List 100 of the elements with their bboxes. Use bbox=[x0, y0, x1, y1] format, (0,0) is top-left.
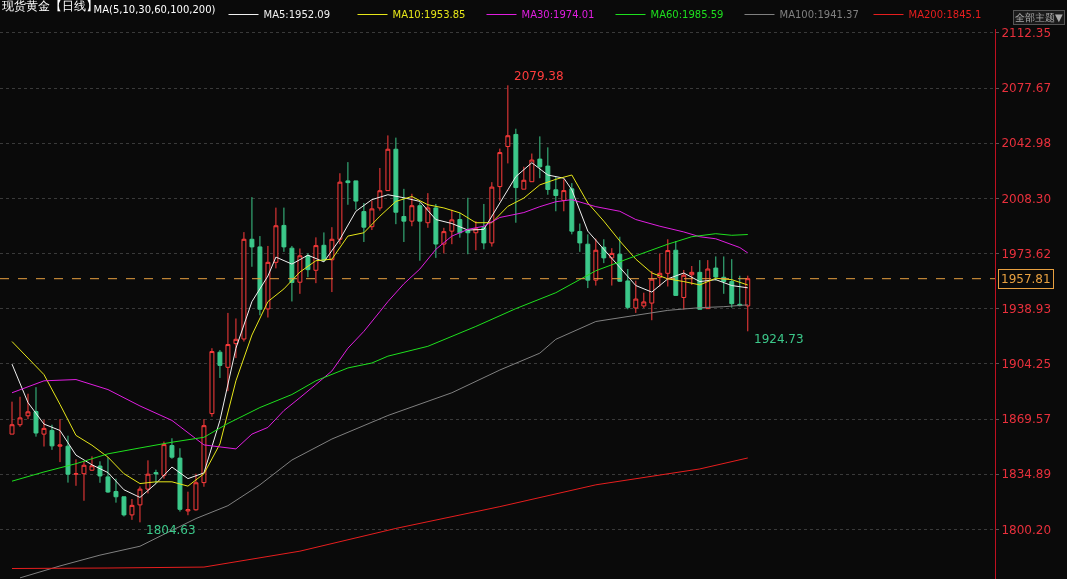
candlestick bbox=[225, 312, 231, 392]
candlestick bbox=[241, 231, 247, 343]
candlestick bbox=[313, 236, 319, 284]
line-series bbox=[19, 304, 749, 579]
candlestick bbox=[689, 265, 695, 286]
candlestick bbox=[137, 485, 143, 523]
candlestick bbox=[641, 292, 647, 309]
candlestick bbox=[105, 456, 111, 494]
candlestick bbox=[481, 203, 487, 250]
candlestick bbox=[121, 496, 127, 517]
candlestick bbox=[665, 238, 671, 287]
y-tick-label: 1834.89 bbox=[1001, 467, 1052, 482]
y-tick-label: 1938.93 bbox=[1001, 301, 1052, 316]
candlestick bbox=[113, 478, 119, 504]
candlestick bbox=[345, 161, 351, 206]
candlestick bbox=[185, 491, 191, 516]
y-tick-label: 2077.67 bbox=[1001, 81, 1052, 96]
candlestick bbox=[633, 280, 639, 314]
candlestick bbox=[529, 153, 535, 183]
candlestick bbox=[441, 227, 447, 254]
y-tick-label: 1973.62 bbox=[1001, 246, 1052, 261]
candlestick bbox=[489, 181, 495, 248]
ref-line-label: 1957.81 bbox=[1001, 272, 1051, 286]
candlestick bbox=[681, 269, 687, 311]
candlestick bbox=[425, 192, 431, 229]
candlestick bbox=[65, 435, 71, 484]
candlestick bbox=[401, 188, 407, 243]
candlestick bbox=[81, 460, 87, 502]
legend-label: MA100:1941.37 bbox=[779, 9, 859, 21]
line-series bbox=[11, 457, 749, 569]
candlestick bbox=[17, 396, 23, 428]
candlestick bbox=[273, 207, 279, 269]
line-series bbox=[11, 233, 749, 482]
candlestick bbox=[417, 201, 423, 262]
legend-label: MA200:1845.1 bbox=[908, 9, 982, 21]
candlestick bbox=[89, 455, 95, 472]
candlestick bbox=[353, 180, 359, 211]
candlestick bbox=[377, 167, 383, 212]
candlestick bbox=[537, 135, 543, 179]
candlestick bbox=[73, 458, 79, 487]
legend-title: MA(5,10,30,60,100,200) bbox=[93, 4, 216, 15]
candlestick bbox=[393, 137, 399, 225]
candlestick bbox=[369, 199, 375, 231]
candlestick bbox=[713, 255, 719, 282]
candlestick bbox=[177, 447, 183, 513]
candlestick bbox=[409, 193, 415, 227]
candlestick bbox=[281, 207, 287, 253]
candlestick bbox=[729, 258, 735, 309]
candlestick bbox=[9, 401, 15, 435]
candlestick bbox=[49, 424, 55, 451]
candlestick bbox=[209, 347, 215, 418]
legend-label: MA60:1985.59 bbox=[650, 9, 724, 21]
candlestick bbox=[193, 473, 199, 512]
candlestick bbox=[473, 220, 479, 251]
annotation: 2079.38 bbox=[514, 69, 564, 83]
y-tick-label: 2042.98 bbox=[1001, 136, 1052, 151]
candlestick bbox=[649, 270, 655, 321]
candlestick bbox=[297, 247, 303, 295]
line-series bbox=[11, 199, 749, 450]
candlestick bbox=[449, 209, 455, 245]
candlestick bbox=[433, 203, 439, 259]
candlestick bbox=[361, 202, 367, 243]
legend-label: MA30:1974.01 bbox=[521, 9, 595, 21]
candlestick bbox=[25, 393, 31, 420]
candlestick bbox=[57, 418, 63, 463]
candlestick bbox=[561, 178, 567, 212]
candlestick bbox=[169, 437, 175, 460]
candlestick bbox=[233, 317, 239, 359]
candlestick bbox=[321, 231, 327, 263]
candlestick bbox=[609, 247, 615, 287]
candlestick bbox=[129, 498, 135, 521]
y-tick-label: 2112.35 bbox=[1001, 26, 1052, 41]
y-tick-label: 2008.30 bbox=[1001, 191, 1052, 206]
text: 全部主题▼ bbox=[1015, 12, 1063, 23]
y-tick-label: 1869.57 bbox=[1001, 412, 1052, 427]
candlestick bbox=[745, 275, 751, 332]
candlestick bbox=[497, 148, 503, 202]
candlestick bbox=[385, 134, 391, 192]
annotation: 1804.63 bbox=[146, 523, 196, 537]
candlestick bbox=[249, 196, 255, 268]
candlestick bbox=[553, 176, 559, 212]
legend-label: MA10:1953.85 bbox=[392, 9, 466, 21]
candlestick bbox=[737, 275, 743, 307]
candlestick bbox=[593, 238, 599, 287]
candlestick bbox=[257, 235, 263, 316]
candlestick bbox=[337, 172, 343, 245]
candlestick bbox=[697, 259, 703, 310]
candlestick bbox=[569, 182, 575, 235]
candlestick bbox=[521, 166, 527, 190]
candlestick bbox=[465, 197, 471, 255]
candlestick bbox=[577, 223, 583, 253]
y-tick-label: 1800.20 bbox=[1001, 522, 1052, 537]
candlestick bbox=[585, 233, 591, 289]
candlestick bbox=[265, 245, 271, 319]
candlestick bbox=[41, 419, 47, 448]
candlestick bbox=[145, 459, 151, 494]
legend-label: MA5:1952.09 bbox=[263, 9, 331, 21]
candlestick bbox=[505, 84, 511, 164]
candlestick bbox=[625, 268, 631, 310]
candlestick bbox=[217, 349, 223, 379]
